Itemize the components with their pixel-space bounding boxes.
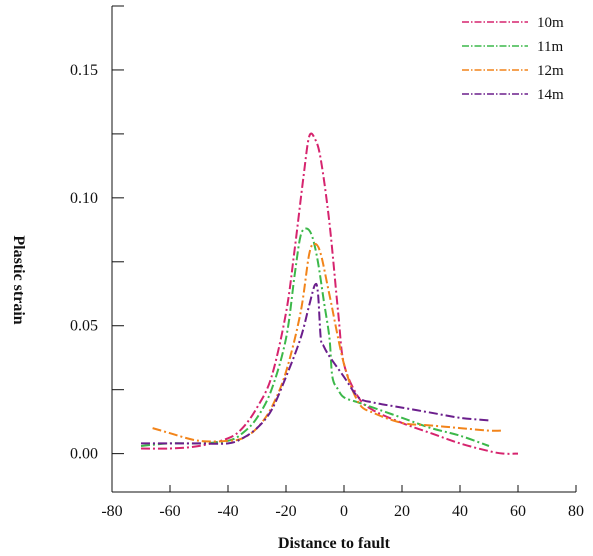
x-axis-ticks: -80 -60 -40 -20 0 20 40 60 80 (101, 485, 584, 520)
legend-label: 14m (537, 87, 564, 103)
y-axis-ticks: 0.00 0.05 0.10 0.15 (70, 5, 124, 463)
plot-area: -80 -60 -40 -20 0 20 40 60 80 0.00 0.05 0.10 0.15 (70, 5, 584, 520)
x-tick-label: 80 (568, 503, 584, 520)
x-axis-title: Distance to fault (278, 535, 391, 552)
y-tick-label: 0.15 (70, 62, 98, 79)
x-tick-label: 60 (510, 503, 526, 520)
x-tick-label: -40 (217, 503, 238, 520)
x-tick-label: 0 (340, 503, 348, 520)
y-tick-label: 0.05 (70, 318, 98, 335)
legend-label: 12m (537, 63, 564, 79)
legend: 10m 11m 12m 14m (462, 15, 564, 103)
y-tick-label: 0.00 (70, 446, 98, 463)
legend-label: 11m (537, 39, 563, 55)
y-tick-label: 0.10 (70, 190, 98, 207)
x-tick-label: -20 (275, 503, 296, 520)
x-tick-label: 40 (452, 503, 468, 520)
y-axis-title: Plastic strain (10, 235, 27, 324)
legend-label: 10m (537, 15, 564, 31)
series-line-10m (140, 132, 519, 455)
x-tick-label: -60 (159, 503, 180, 520)
series-line-12m (152, 242, 504, 443)
series-lines (140, 132, 519, 455)
series-line-11m (140, 227, 490, 447)
x-tick-label: -80 (101, 503, 122, 520)
x-tick-label: 20 (394, 503, 410, 520)
series-line-14m (140, 282, 490, 445)
